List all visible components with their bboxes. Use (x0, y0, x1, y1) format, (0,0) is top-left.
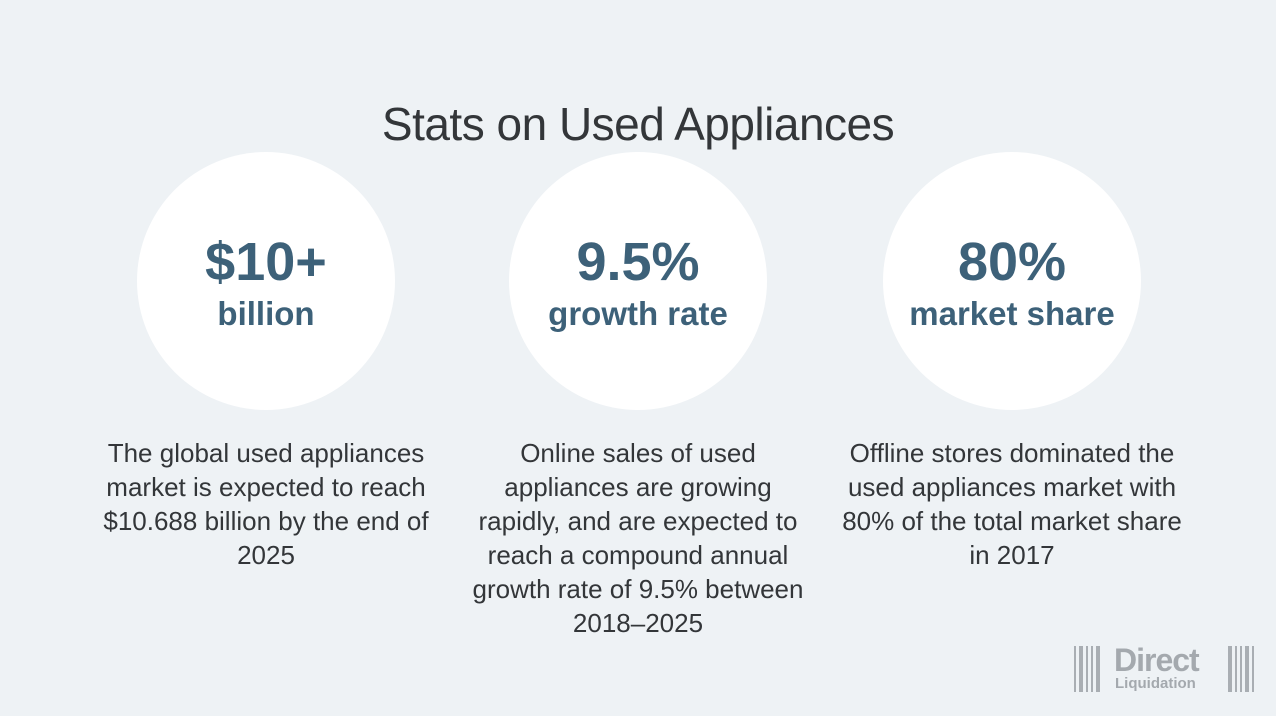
stat-circle: $10+ billion (137, 152, 395, 410)
stat-label: market share (909, 295, 1115, 332)
stat-value: $10+ (205, 232, 327, 292)
stat-description: The global used appliances market is exp… (103, 438, 429, 570)
stat-circle: 9.5% growth rate (509, 152, 767, 410)
stat-circle: 80% market share (883, 152, 1141, 410)
barcode-icon (1074, 646, 1100, 692)
logo-text-liquidation: Liquidation (1115, 675, 1196, 692)
logo-text-direct: Direct (1114, 642, 1200, 678)
stat-description: Offline stores dominated the used applia… (842, 438, 1182, 570)
stat-value: 80% (957, 232, 1067, 292)
stat-card-market-size: $10+ billion The global used appliances … (86, 152, 446, 572)
stat-card-growth-rate: 9.5% growth rate Online sales of used ap… (458, 152, 818, 640)
barcode-icon (1228, 646, 1254, 692)
page-title: Stats on Used Appliances (381, 97, 895, 150)
stat-card-market-share: 80% market share Offline stores dominate… (832, 152, 1192, 572)
stat-description: Online sales of used appliances are grow… (472, 438, 804, 638)
stat-label: growth rate (548, 295, 728, 332)
stat-value: 9.5% (576, 232, 700, 292)
stat-label: billion (217, 295, 315, 332)
direct-liquidation-logo: Direct Liquidation (1074, 642, 1254, 694)
